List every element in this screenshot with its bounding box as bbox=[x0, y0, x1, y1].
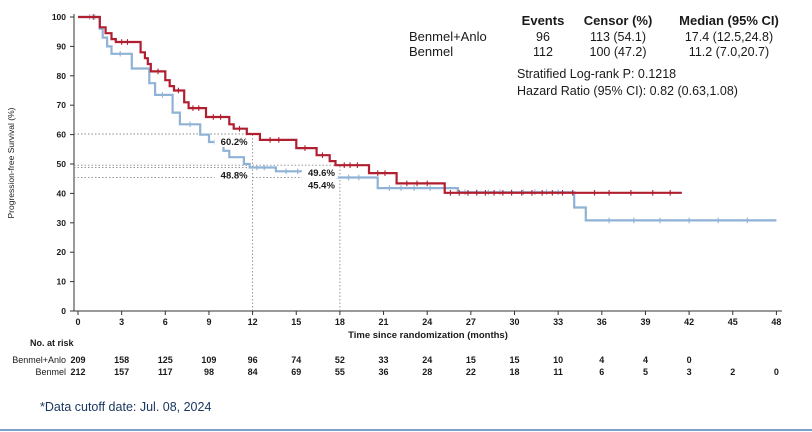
y-tick-label: 10 bbox=[57, 277, 67, 287]
x-tick-label: 48 bbox=[771, 317, 781, 327]
at-risk-value: 4 bbox=[643, 355, 648, 365]
reference-lines bbox=[74, 133, 341, 311]
stats-table: Events Censor (%) Median (95% CI) Benmel… bbox=[409, 13, 779, 98]
x-tick-label: 18 bbox=[335, 317, 345, 327]
at-risk-value: 98 bbox=[204, 367, 214, 377]
at-risk-value: 96 bbox=[248, 355, 258, 365]
at-risk-value: 28 bbox=[422, 367, 432, 377]
at-risk-value: 125 bbox=[158, 355, 173, 365]
at-risk-row-label-arm2: Benmel bbox=[35, 367, 66, 377]
stats-header-events: Events bbox=[522, 13, 565, 28]
y-tick-label: 80 bbox=[57, 71, 67, 81]
at-risk-value: 3 bbox=[687, 367, 692, 377]
bottom-border-line bbox=[0, 429, 812, 431]
footnote: *Data cutoff date: Jul. 08, 2024 bbox=[40, 400, 212, 414]
stats-header-median: Median (95% CI) bbox=[679, 13, 779, 28]
at-risk-value: 84 bbox=[248, 367, 258, 377]
annotation-bg bbox=[214, 169, 251, 181]
y-tick-label: 70 bbox=[57, 100, 67, 110]
at-risk-title: No. at risk bbox=[30, 338, 75, 348]
at-risk-value: 15 bbox=[466, 355, 476, 365]
x-tick-label: 36 bbox=[597, 317, 607, 327]
at-risk-value: 22 bbox=[466, 367, 476, 377]
stats-censor-arm1: 113 (54.1) bbox=[590, 30, 646, 44]
x-tick-label: 24 bbox=[422, 317, 432, 327]
x-tick-label: 39 bbox=[640, 317, 650, 327]
annotation-bg bbox=[301, 167, 338, 179]
at-risk-value: 69 bbox=[291, 367, 301, 377]
at-risk-value: 18 bbox=[509, 367, 519, 377]
stats-median-arm1: 17.4 (12.5,24.8) bbox=[685, 30, 773, 44]
stats-events-arm1: 96 bbox=[536, 30, 550, 44]
legend-label-arm1: Benmel+Anlo bbox=[409, 29, 487, 44]
x-tick-label: 9 bbox=[206, 317, 211, 327]
y-axis-label: Progression-free Survival (%) bbox=[6, 107, 16, 218]
x-tick-label: 42 bbox=[684, 317, 694, 327]
stats-events-arm2: 112 bbox=[533, 45, 553, 59]
x-tick-label: 15 bbox=[291, 317, 301, 327]
at-risk-value: 74 bbox=[291, 355, 301, 365]
at-risk-value: 157 bbox=[114, 367, 129, 377]
stats-header-censor: Censor (%) bbox=[584, 13, 653, 28]
x-tick-label: 33 bbox=[553, 317, 563, 327]
at-risk-value: 6 bbox=[599, 367, 604, 377]
at-risk-value: 4 bbox=[599, 355, 604, 365]
y-tick-label: 0 bbox=[61, 306, 66, 316]
at-risk-value: 52 bbox=[335, 355, 345, 365]
at-risk-value: 10 bbox=[553, 355, 563, 365]
x-tick-label: 27 bbox=[466, 317, 476, 327]
at-risk-value: 212 bbox=[70, 367, 85, 377]
annotation-label: 48.8% bbox=[221, 171, 248, 182]
annotation-label: 45.4% bbox=[308, 181, 335, 192]
at-risk-value: 36 bbox=[379, 367, 389, 377]
x-tick-label: 3 bbox=[119, 317, 124, 327]
y-tick-label: 50 bbox=[57, 159, 67, 169]
at-risk-value: 15 bbox=[509, 355, 519, 365]
at-risk-value: 109 bbox=[201, 355, 216, 365]
y-tick-label: 30 bbox=[57, 218, 67, 228]
y-tick-label: 20 bbox=[57, 247, 67, 257]
annotation-bg bbox=[214, 136, 251, 148]
at-risk-value: 33 bbox=[379, 355, 389, 365]
x-tick-label: 12 bbox=[248, 317, 258, 327]
at-risk-value: 117 bbox=[158, 367, 173, 377]
at-risk-value: 55 bbox=[335, 367, 345, 377]
percent-annotations: 60.2% 48.8% 49.6% 45.4% bbox=[214, 136, 338, 192]
x-tick-label: 21 bbox=[379, 317, 389, 327]
x-axis-label: Time since randomization (months) bbox=[348, 330, 508, 341]
at-risk-value: 0 bbox=[774, 367, 779, 377]
x-tick-label: 6 bbox=[163, 317, 168, 327]
x-tick-label: 45 bbox=[728, 317, 738, 327]
at-risk-value: 24 bbox=[422, 355, 432, 365]
y-tick-label: 60 bbox=[57, 130, 67, 140]
y-tick-label: 90 bbox=[57, 41, 67, 51]
y-tick-label: 100 bbox=[52, 12, 66, 22]
axis-spines bbox=[73, 14, 782, 312]
at-risk-row-label-arm1: Benmel+Anlo bbox=[12, 355, 66, 365]
hazard-ratio-text: Hazard Ratio (95% CI): 0.82 (0.63,1.08) bbox=[517, 84, 738, 98]
x-tick-label: 0 bbox=[75, 317, 80, 327]
stats-median-arm2: 11.2 (7.0,20.7) bbox=[689, 45, 769, 59]
x-tick-label: 30 bbox=[509, 317, 519, 327]
annotation-label: 60.2% bbox=[221, 137, 248, 148]
annotation-label: 49.6% bbox=[308, 168, 335, 179]
at-risk-value: 158 bbox=[114, 355, 129, 365]
annotation-bg bbox=[301, 179, 338, 191]
at-risk-value: 2 bbox=[730, 367, 735, 377]
km-curve-Benmel+Anlo bbox=[78, 15, 682, 194]
y-tick-label: 40 bbox=[57, 188, 67, 198]
at-risk-table: No. at risk Benmel+Anlo Benmel bbox=[12, 338, 74, 377]
legend-label-arm2: Benmel bbox=[409, 44, 453, 59]
at-risk-value: 0 bbox=[687, 355, 692, 365]
at-risk-value: 209 bbox=[70, 355, 85, 365]
at-risk-value: 11 bbox=[553, 367, 563, 377]
stats-censor-arm2: 100 (47.2) bbox=[590, 45, 647, 59]
logrank-text: Stratified Log-rank P: 0.1218 bbox=[517, 67, 676, 81]
at-risk-value: 5 bbox=[643, 367, 648, 377]
